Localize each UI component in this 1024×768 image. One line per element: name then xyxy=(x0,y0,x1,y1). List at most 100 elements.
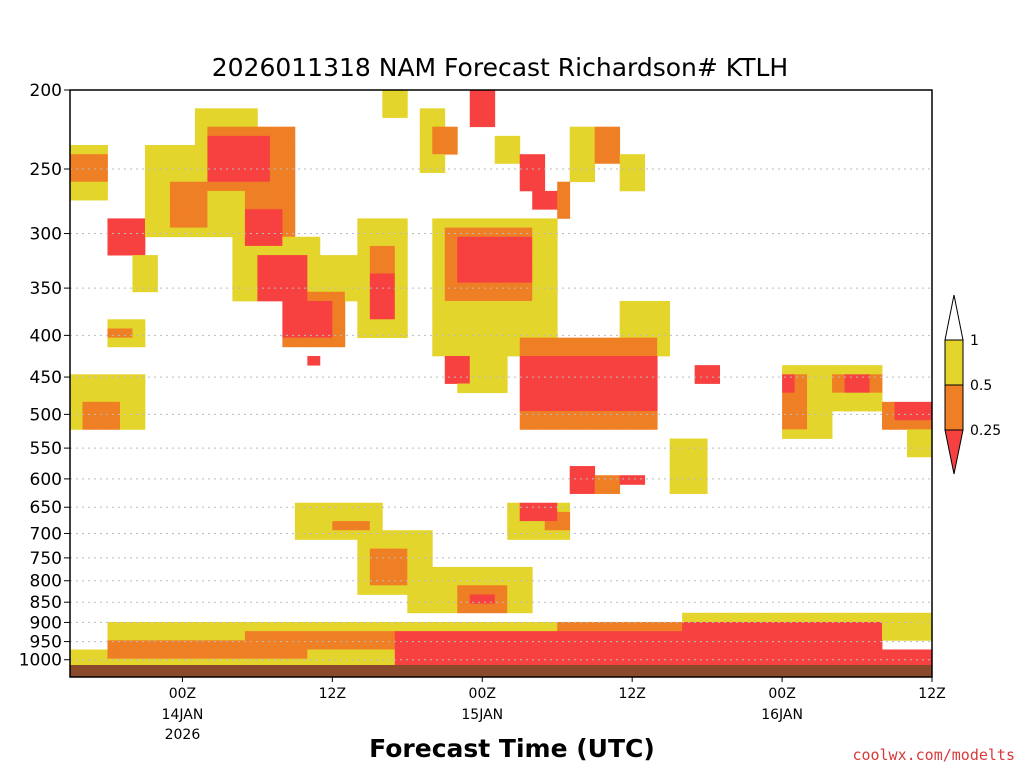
heatmap-cell xyxy=(544,658,558,669)
heatmap-cell xyxy=(807,411,820,421)
heatmap-cell xyxy=(419,145,433,155)
heatmap-cell xyxy=(232,255,246,265)
heatmap-cell xyxy=(419,640,433,650)
heatmap-cell xyxy=(482,576,496,586)
heatmap-cell xyxy=(357,282,371,293)
heatmap-cell xyxy=(594,420,608,430)
heatmap-cell xyxy=(319,264,333,274)
heatmap-cell xyxy=(194,163,208,173)
heatmap-cell xyxy=(607,383,621,394)
heatmap-cell xyxy=(144,658,158,669)
heatmap-cell xyxy=(707,658,721,669)
heatmap-cell xyxy=(269,200,283,210)
heatmap-cell xyxy=(307,273,321,284)
heatmap-cell xyxy=(194,135,208,146)
credit-text: coolwx.com/modelts xyxy=(852,746,1015,764)
heatmap-cell xyxy=(444,218,458,228)
heatmap-cell xyxy=(119,337,133,348)
heatmap-cell xyxy=(507,566,521,577)
heatmap-cell xyxy=(494,282,508,293)
heatmap-cell xyxy=(869,401,883,412)
heatmap-cell xyxy=(569,163,583,173)
heatmap-cell xyxy=(70,172,83,183)
heatmap-cell xyxy=(232,631,246,641)
heatmap-cell xyxy=(582,392,596,403)
heatmap-cell xyxy=(494,255,508,265)
heatmap-cell xyxy=(482,337,496,348)
heatmap-cell xyxy=(869,383,883,394)
heatmap-cell xyxy=(532,374,546,384)
heatmap-cell xyxy=(107,319,121,329)
heatmap-cell xyxy=(244,282,258,293)
heatmap-cell xyxy=(382,530,396,540)
heatmap-cell xyxy=(519,640,533,650)
heatmap-cell xyxy=(332,502,346,513)
heatmap-cell xyxy=(319,521,333,531)
heatmap-cell xyxy=(369,264,383,274)
heatmap-cell xyxy=(282,190,296,201)
heatmap-cell xyxy=(257,631,271,641)
heatmap-cell xyxy=(169,181,183,192)
heatmap-cell xyxy=(269,154,283,164)
heatmap-cell xyxy=(232,126,246,137)
heatmap-cell xyxy=(444,264,458,274)
heatmap-cell xyxy=(519,346,533,357)
heatmap-cell xyxy=(132,218,146,228)
heatmap-cell xyxy=(907,438,920,449)
heatmap-cell xyxy=(332,310,346,320)
heatmap-cell xyxy=(482,255,496,265)
legend-swatch-yellow xyxy=(944,339,964,386)
heatmap-cell xyxy=(657,640,671,650)
heatmap-cell xyxy=(182,209,196,219)
heatmap-cell xyxy=(769,649,783,660)
heatmap-cell xyxy=(832,401,845,412)
heatmap-cell xyxy=(257,649,271,660)
heatmap-cell xyxy=(419,585,433,595)
heatmap-cell xyxy=(232,154,246,164)
heatmap-cell xyxy=(532,392,546,403)
heatmap-cell xyxy=(519,594,533,605)
heatmap-cell xyxy=(407,566,421,577)
heatmap-cell xyxy=(694,374,708,384)
heatmap-cell xyxy=(132,420,146,430)
heatmap-cell xyxy=(557,658,571,669)
heatmap-cell xyxy=(394,631,408,641)
heatmap-cell xyxy=(482,90,496,100)
heatmap-cell xyxy=(70,374,83,384)
heatmap-cell xyxy=(119,411,133,421)
heatmap-cell xyxy=(107,236,121,247)
heatmap-cell xyxy=(394,282,408,293)
heatmap-cell xyxy=(819,621,833,632)
heatmap-cell xyxy=(619,163,633,173)
heatmap-cell xyxy=(382,282,396,293)
heatmap-cell xyxy=(819,383,833,394)
heatmap-cell xyxy=(894,649,908,660)
heatmap-cell xyxy=(594,631,608,641)
heatmap-cell xyxy=(294,631,308,641)
heatmap-cell xyxy=(332,621,346,632)
heatmap-cell xyxy=(519,273,533,284)
heatmap-cell xyxy=(207,135,221,146)
heatmap-cell xyxy=(619,181,633,192)
heatmap-cell xyxy=(344,511,358,522)
heatmap-cell xyxy=(132,658,146,669)
y-tick-label: 650 xyxy=(30,498,62,518)
heatmap-cell xyxy=(382,649,396,660)
heatmap-cell xyxy=(794,631,808,641)
heatmap-cell xyxy=(807,365,820,375)
heatmap-cell xyxy=(444,300,458,311)
heatmap-cell xyxy=(582,355,596,366)
heatmap-cell xyxy=(844,631,858,641)
heatmap-cell xyxy=(694,612,708,623)
heatmap-cell xyxy=(669,631,683,641)
heatmap-cell xyxy=(382,245,396,256)
heatmap-cell xyxy=(82,163,96,173)
heatmap-cell xyxy=(544,291,558,302)
heatmap-cell xyxy=(432,245,446,256)
heatmap-cell xyxy=(457,355,471,366)
heatmap-cell xyxy=(407,530,421,540)
y-tick-label: 350 xyxy=(30,279,62,299)
heatmap-cell xyxy=(332,511,346,522)
heatmap-cell xyxy=(469,365,483,375)
heatmap-cell xyxy=(607,640,621,650)
